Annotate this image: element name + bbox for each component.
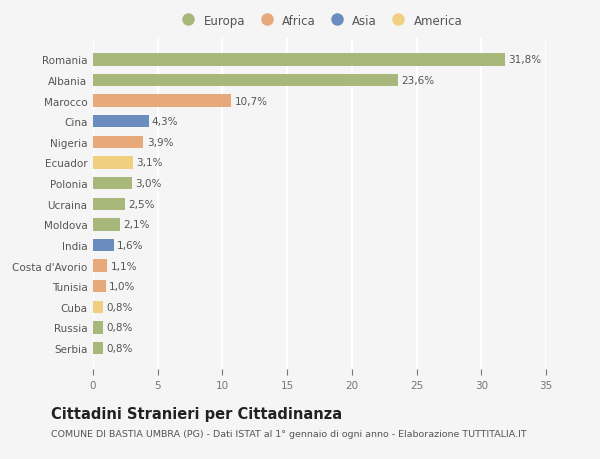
Bar — [93, 301, 103, 313]
Bar — [93, 178, 132, 190]
Text: 3,9%: 3,9% — [147, 138, 173, 147]
Text: 3,0%: 3,0% — [135, 179, 161, 189]
Text: 2,5%: 2,5% — [128, 199, 155, 209]
Bar — [93, 75, 398, 87]
Text: 2,1%: 2,1% — [124, 220, 150, 230]
Text: 1,0%: 1,0% — [109, 281, 136, 291]
Text: 31,8%: 31,8% — [508, 55, 541, 65]
Bar — [93, 280, 106, 293]
Text: 1,1%: 1,1% — [110, 261, 137, 271]
Bar — [93, 116, 149, 128]
Text: 1,6%: 1,6% — [117, 241, 143, 251]
Legend: Europa, Africa, Asia, America: Europa, Africa, Asia, America — [174, 12, 465, 30]
Text: 0,8%: 0,8% — [107, 302, 133, 312]
Text: Cittadini Stranieri per Cittadinanza: Cittadini Stranieri per Cittadinanza — [51, 406, 342, 421]
Text: 23,6%: 23,6% — [401, 76, 435, 86]
Bar — [93, 342, 103, 354]
Text: 0,8%: 0,8% — [107, 343, 133, 353]
Bar — [93, 260, 107, 272]
Bar — [93, 218, 120, 231]
Text: 3,1%: 3,1% — [136, 158, 163, 168]
Text: 0,8%: 0,8% — [107, 323, 133, 333]
Bar — [93, 239, 114, 252]
Bar — [93, 54, 505, 67]
Text: 4,3%: 4,3% — [152, 117, 178, 127]
Text: 10,7%: 10,7% — [235, 96, 268, 106]
Bar — [93, 136, 143, 149]
Bar — [93, 95, 232, 107]
Text: COMUNE DI BASTIA UMBRA (PG) - Dati ISTAT al 1° gennaio di ogni anno - Elaborazio: COMUNE DI BASTIA UMBRA (PG) - Dati ISTAT… — [51, 429, 527, 438]
Bar — [93, 157, 133, 169]
Bar — [93, 198, 125, 210]
Bar — [93, 322, 103, 334]
